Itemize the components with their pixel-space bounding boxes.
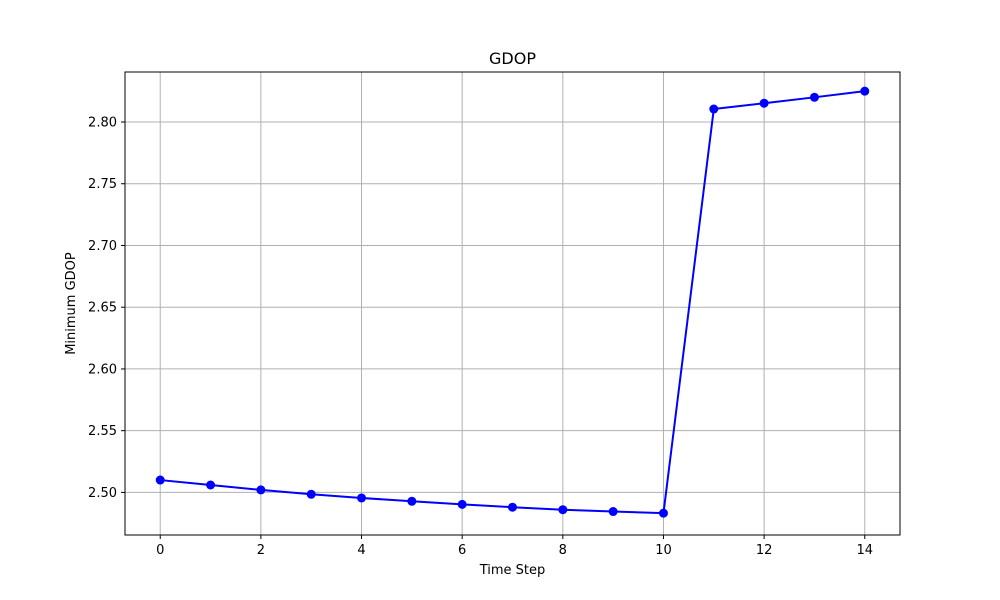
x-tick-label: 14 bbox=[856, 543, 873, 558]
x-tick-label: 4 bbox=[357, 543, 365, 558]
plot-frame bbox=[124, 71, 901, 536]
data-point bbox=[709, 104, 719, 114]
x-tick-label: 10 bbox=[655, 543, 672, 558]
y-tick-label: 2.55 bbox=[88, 424, 117, 439]
data-point bbox=[759, 98, 769, 108]
data-point bbox=[658, 508, 668, 518]
data-point bbox=[508, 502, 517, 512]
data-point bbox=[306, 489, 316, 499]
y-tick-label: 2.50 bbox=[88, 486, 117, 501]
y-tick-label: 2.70 bbox=[88, 239, 117, 254]
x-tick-label: 0 bbox=[156, 543, 164, 558]
x-tick-label: 2 bbox=[257, 543, 265, 558]
data-point bbox=[155, 475, 165, 485]
data-point bbox=[558, 505, 568, 515]
y-axis-title: Minimum GDOP bbox=[64, 252, 79, 355]
data-point bbox=[860, 86, 870, 96]
series-layer bbox=[155, 86, 870, 518]
data-point bbox=[608, 507, 618, 517]
data-point bbox=[809, 92, 819, 102]
y-tick-label: 2.80 bbox=[88, 116, 117, 131]
data-point bbox=[407, 496, 417, 506]
x-tick-label: 6 bbox=[458, 543, 466, 558]
chart-title: GDOP bbox=[489, 49, 536, 68]
x-tick-label: 8 bbox=[559, 543, 567, 558]
data-point bbox=[256, 485, 266, 495]
x-tick-label: 12 bbox=[756, 543, 773, 558]
data-point bbox=[357, 493, 367, 503]
y-tick-label: 2.75 bbox=[88, 177, 117, 192]
data-point bbox=[457, 499, 467, 509]
y-tick-label: 2.60 bbox=[88, 362, 117, 377]
x-axis-title: Time Step bbox=[479, 563, 546, 578]
y-tick-label: 2.65 bbox=[88, 301, 117, 316]
data-point bbox=[206, 480, 216, 490]
grid bbox=[125, 72, 900, 535]
ticks: 0 2 4 6 8 10 12 14 2.50 2.55 2.60 2.65 2.70 2.75 2.80 bbox=[88, 116, 873, 558]
